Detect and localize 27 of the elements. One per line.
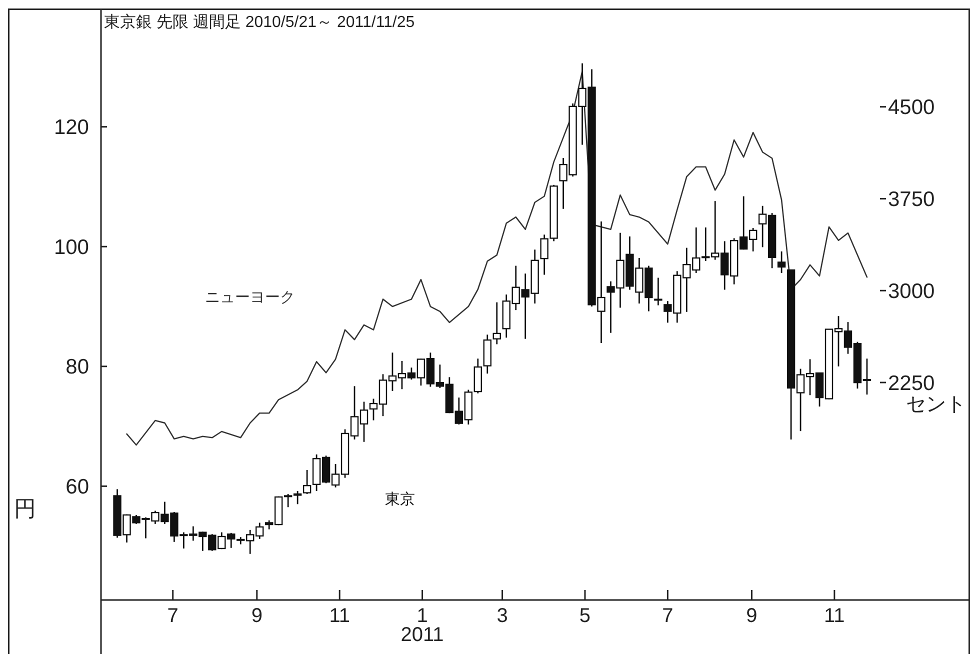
y-tick-label: 100 <box>54 236 89 259</box>
x-tick-label: 11 <box>329 605 350 627</box>
y2-axis-title: セント <box>906 394 966 416</box>
y-tick-label: 60 <box>66 476 89 499</box>
x-tick-label: 7 <box>662 605 674 627</box>
x-tick-label: 9 <box>251 605 262 627</box>
y2-tick-label: 3000 <box>888 280 935 303</box>
y2-tick-label: 3750 <box>888 188 935 212</box>
y-tick-label: 120 <box>54 116 89 140</box>
x-tick-label: 11 <box>824 605 845 627</box>
x-tick-label: 1 2011 <box>400 605 444 646</box>
y2-tick-label: 4500 <box>888 96 935 120</box>
candlestick <box>302 469 312 495</box>
y-axis-title: 円 <box>14 496 36 522</box>
text: 東京 <box>385 491 415 508</box>
line-series <box>126 70 868 446</box>
x-tick-label: 7 <box>167 605 178 627</box>
candlestick <box>777 250 786 274</box>
candlestick <box>654 277 662 306</box>
candlestick <box>492 302 501 345</box>
text: ニューヨーク <box>205 290 295 306</box>
y2-tick-label: 2250 <box>888 372 935 395</box>
x-tick-label: 3 <box>496 605 508 627</box>
x-tick-label: 5 <box>579 605 591 627</box>
y-tick-label: 80 <box>66 356 89 379</box>
chart-title: 東京銀 先限 週間足 2010/5/21～ 2011/11/25 <box>104 13 415 31</box>
x-tick-label: 9 <box>746 605 758 627</box>
